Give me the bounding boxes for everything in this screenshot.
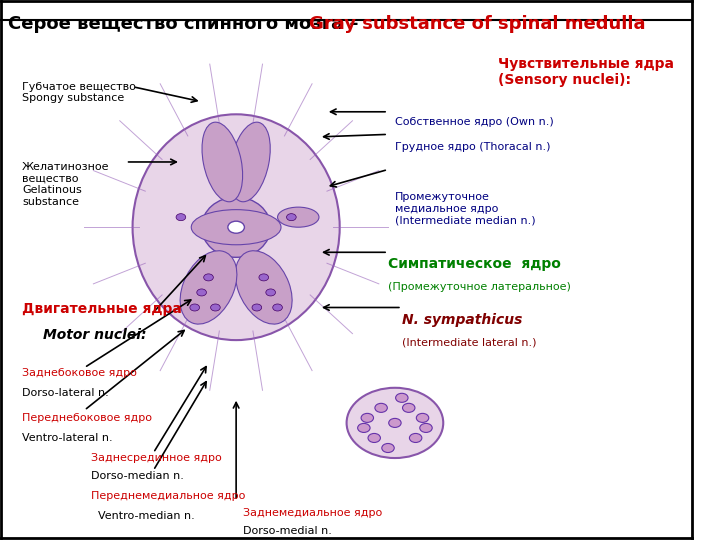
Text: Ventro-lateral n.: Ventro-lateral n. (22, 433, 113, 443)
Circle shape (395, 393, 408, 402)
Text: N. sympathicus: N. sympathicus (402, 313, 522, 327)
Circle shape (197, 289, 207, 296)
Text: Dorso-lateral n.: Dorso-lateral n. (22, 388, 109, 398)
Circle shape (382, 443, 395, 453)
Circle shape (402, 403, 415, 413)
Circle shape (420, 423, 432, 433)
Circle shape (252, 304, 261, 311)
Text: Грудное ядро (Thoracal n.): Грудное ядро (Thoracal n.) (395, 142, 550, 152)
Circle shape (375, 403, 387, 413)
Circle shape (368, 434, 380, 442)
Ellipse shape (180, 251, 237, 324)
Ellipse shape (277, 207, 319, 227)
Text: Чувствительные ядра
(Sensory nuclei):: Чувствительные ядра (Sensory nuclei): (498, 57, 675, 87)
Text: Заднебоковое ядро: Заднебоковое ядро (22, 368, 137, 377)
Text: Переднебоковое ядро: Переднебоковое ядро (22, 413, 152, 423)
Text: Motor nuclei:: Motor nuclei: (42, 328, 146, 342)
Text: Двигательные ядра: Двигательные ядра (22, 302, 182, 316)
Text: Dorso-medial n.: Dorso-medial n. (243, 526, 332, 536)
Circle shape (266, 289, 276, 296)
Text: Собственное ядро (Own n.): Собственное ядро (Own n.) (395, 117, 554, 127)
Text: Серое вещество спинного мозга –: Серое вещество спинного мозга – (9, 15, 365, 33)
Circle shape (190, 304, 199, 311)
Text: Dorso-median n.: Dorso-median n. (91, 470, 184, 481)
Ellipse shape (192, 210, 281, 245)
Text: Желатинозное
вещество
Gelatinous
substance: Желатинозное вещество Gelatinous substan… (22, 162, 109, 207)
Circle shape (358, 423, 370, 433)
Circle shape (389, 418, 401, 428)
Circle shape (210, 304, 220, 311)
Circle shape (287, 214, 296, 221)
Text: (Промежуточное латеральное): (Промежуточное латеральное) (388, 282, 571, 292)
Circle shape (361, 414, 374, 422)
Circle shape (204, 274, 213, 281)
Text: Переднемедиальное ядро: Переднемедиальное ядро (91, 491, 246, 501)
Ellipse shape (202, 197, 271, 258)
Text: Заднесрединное ядро: Заднесрединное ядро (91, 453, 222, 463)
Circle shape (259, 274, 269, 281)
Text: Симпатическое  ядро: Симпатическое ядро (388, 258, 561, 271)
Text: Gray substance of spinal medulla: Gray substance of spinal medulla (309, 15, 645, 33)
Circle shape (273, 304, 282, 311)
Text: (Intermediate lateral n.): (Intermediate lateral n.) (402, 338, 536, 348)
Circle shape (346, 388, 444, 458)
Circle shape (410, 434, 422, 442)
Ellipse shape (202, 122, 243, 202)
Text: Ventro-median n.: Ventro-median n. (98, 511, 195, 521)
Text: Заднемедиальное ядро: Заднемедиальное ядро (243, 508, 382, 518)
Text: Промежуточное
медиальное ядро
(Intermediate median n.): Промежуточное медиальное ядро (Intermedi… (395, 192, 536, 225)
Ellipse shape (235, 251, 292, 324)
Ellipse shape (132, 114, 340, 340)
Text: Губчатое вещество
Spongy substance: Губчатое вещество Spongy substance (22, 82, 136, 103)
Circle shape (228, 221, 244, 233)
Ellipse shape (230, 122, 270, 202)
Circle shape (176, 214, 186, 221)
Circle shape (416, 414, 428, 422)
